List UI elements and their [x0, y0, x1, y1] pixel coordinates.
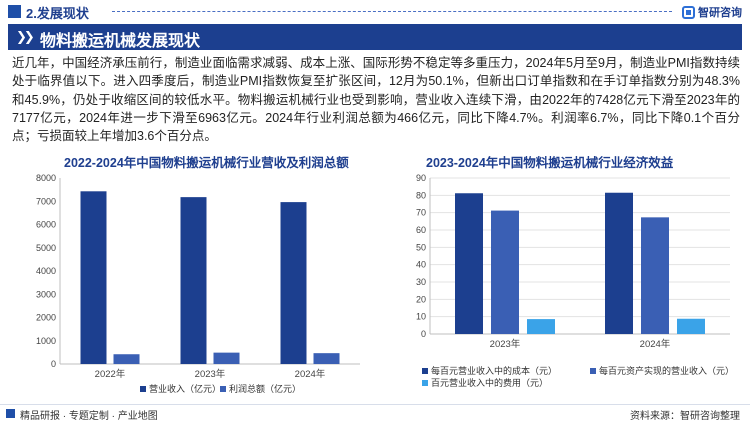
- brand-logo-text: 智研咨询: [698, 7, 742, 19]
- y-tick-label: 5000: [36, 243, 56, 253]
- page-title-bar: ❯❯ 物料搬运机械发展现状: [8, 24, 742, 50]
- body-paragraph: 近几年，中国经济承压前行，制造业面临需求减弱、成本上涨、国际形势不稳定等多重压力…: [12, 56, 740, 144]
- y-tick-label: 20: [416, 294, 426, 304]
- bar-3: [527, 319, 555, 334]
- x-tick-label: 2023年: [195, 368, 226, 380]
- chart2-title: 2023-2024年中国物料搬运机械行业经济效益: [426, 156, 674, 170]
- revenue-profit-chart: 0 1000 2000 3000 4000 5000 6000 7000 8000 2022年 20…: [36, 173, 360, 394]
- legend-swatch: [140, 386, 146, 392]
- legend-label: 利润总额（亿元）: [229, 383, 301, 394]
- legend-swatch: [422, 380, 428, 386]
- legend-label: 每百元资产实现的营业收入（元）: [599, 365, 734, 376]
- y-tick-label: 3000: [36, 289, 56, 299]
- y-tick-label: 40: [416, 260, 426, 270]
- y-tick-label: 2000: [36, 313, 56, 323]
- legend-label: 百元营业收入中的费用（元）: [431, 377, 548, 388]
- y-tick-label: 90: [416, 173, 426, 183]
- chart1-title: 2022-2024年中国物料搬运机械行业营收及利润总额: [64, 156, 349, 170]
- x-tick-label: 2022年: [95, 368, 126, 380]
- legend-swatch: [422, 368, 428, 374]
- y-tick-label: 50: [416, 242, 426, 252]
- brand-logo-icon: [682, 5, 695, 19]
- y-tick-label: 0: [51, 359, 56, 369]
- double-chevron-icon: ❯❯: [16, 29, 35, 44]
- bar-1: [80, 191, 107, 364]
- footer-tagline: 精品研报 · 专题定制 · 产业地图: [20, 411, 158, 422]
- y-tick-label: 6000: [36, 220, 56, 230]
- section-header: 2.发展现状 智研咨询: [0, 0, 750, 24]
- footer-source: 资料来源：智研咨询整理: [630, 411, 740, 422]
- legend-swatch: [220, 386, 226, 392]
- y-tick-label: 80: [416, 190, 426, 200]
- brand-logo: 智研咨询: [682, 4, 742, 20]
- x-tick-label: 2024年: [640, 338, 671, 350]
- legend-label: 营业收入（亿元）: [149, 383, 221, 394]
- y-tick-label: 1000: [36, 336, 56, 346]
- legend-swatch: [590, 368, 596, 374]
- legend-label: 每百元营业收入中的成本（元）: [431, 365, 557, 376]
- bar-2: [213, 352, 240, 364]
- bar-2: [313, 353, 340, 364]
- section-title: 2.发展现状: [26, 6, 89, 21]
- bar-1: [280, 202, 307, 364]
- bar-2: [491, 210, 519, 334]
- y-tick-label: 7000: [36, 196, 56, 206]
- y-tick-label: 4000: [36, 266, 56, 276]
- bar-1: [605, 192, 633, 334]
- x-tick-label: 2024年: [295, 368, 326, 380]
- bar-2: [113, 354, 140, 364]
- x-tick-label: 2023年: [490, 338, 521, 350]
- section-divider: [112, 11, 672, 12]
- bar-1: [180, 197, 207, 364]
- page-title: 物料搬运机械发展现状: [40, 33, 201, 50]
- y-tick-label: 0: [421, 329, 426, 339]
- y-tick-label: 70: [416, 208, 426, 218]
- economic-benefit-chart: 0 10 20 30 40 50 60 70 80 90 2023年 2024年每百元营业收入中的成本…: [416, 173, 734, 388]
- footer-square-icon: [6, 409, 15, 418]
- y-tick-label: 10: [416, 312, 426, 322]
- section-square-icon: [8, 5, 21, 18]
- y-tick-label: 60: [416, 225, 426, 235]
- footer: 精品研报 · 专题定制 · 产业地图 资料来源：智研咨询整理: [0, 404, 750, 422]
- bar-2: [641, 217, 669, 334]
- y-tick-label: 8000: [36, 173, 56, 183]
- bar-3: [677, 318, 705, 334]
- bar-1: [455, 193, 483, 334]
- y-tick-label: 30: [416, 277, 426, 287]
